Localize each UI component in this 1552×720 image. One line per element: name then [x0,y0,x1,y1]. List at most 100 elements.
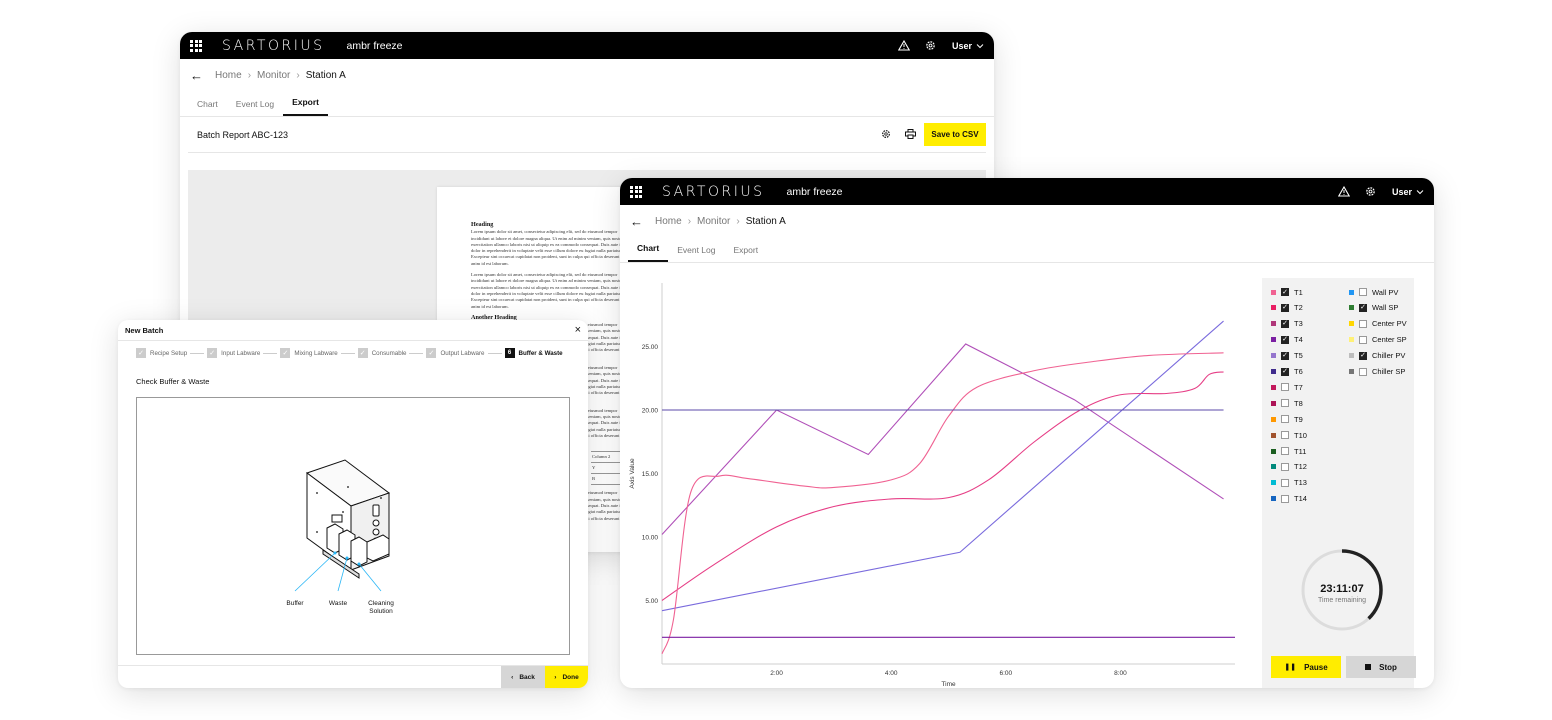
legend-item-t11[interactable]: T11 [1271,446,1306,456]
legend-item-t6[interactable]: ✓ T6 [1271,367,1303,377]
legend-item-t13[interactable]: T13 [1271,478,1307,488]
settings-icon[interactable] [881,126,891,144]
series-checkbox[interactable]: ✓ [1359,351,1367,360]
step-input-labware[interactable]: ✓ Input Labware [207,348,260,358]
x-tick-label: 2:00 [770,670,783,677]
legend-item-chiller-sp[interactable]: Chiller SP [1349,367,1405,377]
done-button[interactable]: › Done [545,666,588,688]
legend-item-t4[interactable]: ✓ T4 [1271,335,1303,345]
step-consumable[interactable]: ✓ Consumable [357,348,406,358]
legend-item-t3[interactable]: ✓ T3 [1271,319,1303,329]
legend-item-wall-pv[interactable]: Wall PV [1349,287,1398,297]
legend-item-t1[interactable]: ✓ T1 [1271,287,1303,297]
series-swatch [1349,353,1354,359]
series-label: T14 [1294,494,1307,504]
legend-item-t8[interactable]: T8 [1271,398,1303,408]
pause-button[interactable]: ❚❚ Pause [1271,656,1341,678]
warning-icon[interactable] [1337,185,1351,199]
step-buffer-waste[interactable]: 6 Buffer & Waste [504,348,563,358]
legend-item-t9[interactable]: T9 [1271,414,1303,424]
series-checkbox[interactable]: ✓ [1281,319,1289,328]
tab-chart[interactable]: Chart [628,243,669,262]
series-checkbox[interactable]: ✓ [1359,303,1367,312]
back-button[interactable]: ‹ Back [501,666,545,688]
brand-logo: SARTORIUS [662,183,765,200]
tab-export[interactable]: Export [283,97,328,116]
y-tick-label: 15.00 [642,471,659,478]
gear-icon[interactable] [1364,185,1378,199]
series-checkbox[interactable]: ✓ [1281,303,1289,312]
gear-icon[interactable] [924,39,938,53]
series-checkbox[interactable] [1281,415,1289,424]
series-checkbox[interactable] [1359,335,1367,344]
y-tick-label: 5.00 [645,598,658,605]
x-axis-title: Time [941,681,956,688]
close-icon[interactable]: × [574,324,581,336]
series-checkbox[interactable] [1281,478,1289,487]
tab-bar: Chart Event Log Export [180,91,994,117]
series-swatch [1271,353,1276,359]
tab-chart[interactable]: Chart [197,99,218,109]
tab-export[interactable]: Export [733,245,759,255]
step-output-labware[interactable]: ✓ Output Labware [426,348,485,358]
breadcrumb-home[interactable]: Home [215,69,242,81]
legend-item-t14[interactable]: T14 [1271,494,1307,504]
series-checkbox[interactable]: ✓ [1281,367,1289,376]
series-label: T1 [1294,287,1303,297]
series-checkbox[interactable] [1281,447,1289,455]
dialog-title: New Batch [125,325,164,335]
series-checkbox[interactable] [1281,494,1289,503]
timer-label: Time remaining [1318,597,1366,604]
series-checkbox[interactable]: ✓ [1281,335,1289,344]
series-checkbox[interactable] [1359,319,1367,328]
stop-icon [1365,664,1372,670]
instruction-text: Check Buffer & Waste [136,377,210,386]
app-grid-icon[interactable] [630,185,642,198]
series-checkbox[interactable] [1281,399,1289,408]
series-label: T8 [1294,398,1303,408]
tab-event-log[interactable]: Event Log [677,245,716,255]
temperature-chart[interactable]: 5.00 10.00 15.00 20.00 25.00 2:00 4:00 6:00 8:00… [620,278,1260,688]
warning-icon[interactable] [897,39,911,53]
legend-item-t7[interactable]: T7 [1271,382,1303,392]
save-to-csv-button[interactable]: Save to CSV [924,123,986,146]
series-checkbox[interactable] [1281,431,1289,440]
legend-item-chiller-pv[interactable]: ✓ Chiller PV [1349,351,1405,361]
series-checkbox[interactable] [1359,367,1367,376]
legend-item-center-pv[interactable]: Center PV [1349,319,1407,329]
stop-button[interactable]: Stop [1346,656,1416,678]
series-swatch [1349,289,1354,295]
legend-item-t2[interactable]: ✓ T2 [1271,303,1303,313]
step-recipe-setup[interactable]: ✓ Recipe Setup [136,348,187,358]
dialog-footer: ‹ Back › Done [118,665,588,688]
legend-item-t12[interactable]: T12 [1271,462,1307,472]
app-name: ambr freeze [786,185,843,198]
back-arrow-icon[interactable]: ← [630,213,643,229]
print-icon[interactable] [905,126,916,144]
series-checkbox[interactable] [1359,288,1367,296]
step-mixing-labware[interactable]: ✓ Mixing Labware [280,348,338,358]
series-checkbox[interactable]: ✓ [1281,288,1289,296]
series-checkbox[interactable]: ✓ [1281,351,1289,360]
legend-item-t5[interactable]: ✓ T5 [1271,351,1303,361]
legend-item-center-sp[interactable]: Center SP [1349,335,1407,345]
callout-waste: Waste [328,600,348,607]
chevron-right-icon: › [554,674,557,681]
new-batch-dialog: New Batch × ✓ Recipe Setup ✓ Input Labware… [118,320,588,688]
legend-item-wall-sp[interactable]: ✓ Wall SP [1349,303,1398,313]
breadcrumb-monitor[interactable]: Monitor [257,69,291,81]
series-label: Wall SP [1372,303,1399,313]
breadcrumb-home[interactable]: Home [655,215,682,227]
user-menu[interactable]: User [952,41,984,51]
series-checkbox[interactable] [1281,462,1289,471]
app-grid-icon[interactable] [190,39,202,52]
machine-illustration [294,459,391,592]
tab-event-log[interactable]: Event Log [235,99,275,109]
series-checkbox[interactable] [1281,383,1289,392]
user-menu[interactable]: User [1392,187,1424,197]
legend-item-t10[interactable]: T10 [1271,430,1307,440]
brand-logo: SARTORIUS [222,37,325,54]
breadcrumb-monitor[interactable]: Monitor [697,215,731,227]
series-label: T13 [1294,478,1307,488]
back-arrow-icon[interactable]: ← [190,67,203,83]
